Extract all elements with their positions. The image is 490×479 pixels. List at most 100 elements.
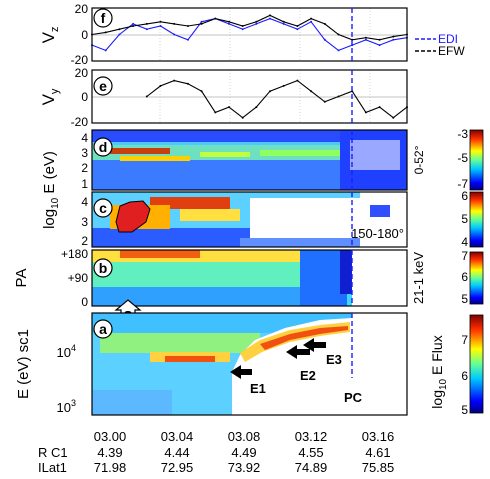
panel-f: f 20 0 -20 Vz EDI EFW <box>39 2 465 67</box>
e3-label: E3 <box>326 352 342 367</box>
legend-edi-label: EDI <box>438 32 458 46</box>
panel-e-series-0-point <box>241 116 244 119</box>
e1-arrow <box>230 365 252 379</box>
panel-f-series-0-point <box>392 38 395 41</box>
row-label-rc1: R C1 <box>38 445 68 460</box>
panel-b-letter: b <box>99 260 108 276</box>
panel-c-ytick-2: 2 <box>81 234 88 248</box>
rc1-value-2: 4.49 <box>231 445 256 460</box>
panel-f-lines <box>91 14 408 52</box>
panel-b: b +180 +90 0 PA 21-1 keV 7 6 5 <box>13 247 484 309</box>
panel-f-series-1-point <box>378 38 381 41</box>
panel-f-ytick-2: -20 <box>71 53 89 67</box>
panel-f-series-0-point <box>282 22 285 25</box>
panel-f-series-1-point <box>200 22 203 25</box>
rc1-value-0: 4.39 <box>97 445 122 460</box>
panel-e-series-0-point <box>255 106 258 109</box>
ilat-value-0: 71.98 <box>94 460 127 475</box>
panel-e-series-0-point <box>378 106 381 109</box>
ilat-value-1: 72.95 <box>161 460 194 475</box>
panel-c-ylabel: log10 E (eV) <box>41 151 61 229</box>
panel-c-letter: c <box>99 200 107 216</box>
panel-c-badge <box>93 198 113 218</box>
colorbar-b <box>469 251 484 305</box>
panel-f-series-edi-line <box>91 18 408 52</box>
panel-f-series-0-point <box>132 22 135 25</box>
panel-f-series-1-point <box>214 17 217 20</box>
panel-e-series-0-line <box>146 79 408 119</box>
panel-e-ytick-0: 20 <box>75 66 89 80</box>
panel-e-series-0-point <box>145 95 148 98</box>
panel-f-ytick-0: 20 <box>75 2 89 16</box>
panel-f-series-0-point <box>378 44 381 47</box>
panel-e-series-0-point <box>392 116 395 119</box>
colorbar-d-tick-2: -7 <box>457 177 468 191</box>
colorbar-b-tick-0: 7 <box>461 249 468 263</box>
colorbar-a-label: log10 E Flux <box>429 335 449 408</box>
panel-f-letter: f <box>101 10 106 26</box>
panel-e-series-0-point <box>200 90 203 93</box>
panel-b-right-label: 21-1 keV <box>411 252 426 304</box>
panel-a-spectrogram <box>92 313 407 415</box>
rc1-value-1: 4.44 <box>164 445 189 460</box>
panel-e-ytick-1: 0 <box>81 90 88 104</box>
panel-f-series-0-point <box>173 33 176 36</box>
panel-f-series-0-point <box>145 28 148 31</box>
panel-f-series-0-point <box>186 38 189 41</box>
panel-d-ytick-1: 3 <box>81 146 88 160</box>
colorbar-a-tick-2: 5 <box>461 403 468 417</box>
panel-e-ytick-2: -20 <box>71 115 89 129</box>
panel-a-ytick-0: 104 <box>57 343 76 360</box>
panel-a: a 104 103 E (eV) sc1 7 6 5 log10 E Flux … <box>15 312 484 417</box>
panel-f-series-1-point <box>186 25 189 27</box>
panel-c-region-outline <box>115 200 151 233</box>
panel-b-ytick-0: +180 <box>61 247 88 261</box>
panel-f-ytick-1: 0 <box>81 28 88 42</box>
colorbar-c-tick-1: 5 <box>461 212 468 226</box>
panel-b-spectrogram <box>92 250 407 306</box>
panel-a-ylabel: E (eV) sc1 <box>15 329 32 399</box>
panel-b-badge <box>93 258 113 278</box>
panel-d: d 4 3 2 1 0-52° -3 -5 -7 <box>81 127 484 191</box>
panel-d-ytick-2: 2 <box>81 161 88 175</box>
colorbar-d <box>469 129 484 191</box>
panel-f-badge <box>93 8 113 28</box>
panel-f-series-1-point <box>337 33 340 36</box>
panel-f-series-0-point <box>310 20 313 23</box>
panel-f-series-0-point <box>323 38 326 41</box>
rc1-value-4: 4.61 <box>365 445 390 460</box>
e2-label: E2 <box>300 368 316 383</box>
colorbar-c-tick-0: 6 <box>461 189 468 203</box>
panel-b-ylabel: PA <box>13 269 30 288</box>
panel-f-ylabel: Vz <box>39 27 61 44</box>
panel-f-series-1-point <box>118 28 121 31</box>
panel-f-series-1-point <box>132 25 135 27</box>
time-tick-2: 03.08 <box>228 429 261 444</box>
panel-f-series-0-point <box>255 22 258 25</box>
panel-a-letter: a <box>99 321 107 337</box>
panel-f-series-1-point <box>241 25 244 27</box>
panel-d-letter: d <box>99 139 108 155</box>
panel-f-series-1-point <box>228 20 230 23</box>
panel-e-series-0-point <box>269 90 271 93</box>
pc-label: PC <box>344 390 363 405</box>
panel-e-series-0-point <box>159 84 162 87</box>
panel-f-series-1-point <box>323 22 326 25</box>
panel-c: c 4 3 2 150-180° log10 E (eV) 6 5 4 <box>41 151 484 249</box>
panel-b-ytick-2: 0 <box>81 295 88 309</box>
row-label-ilat: ILat1 <box>38 460 67 475</box>
panel-f-series-0-point <box>337 49 340 52</box>
panel-e-series-0-point <box>228 106 230 109</box>
panel-f-series-1-point <box>269 14 271 17</box>
panel-e-ylabel: Vy <box>39 88 61 105</box>
panel-f-series-0-point <box>228 22 230 25</box>
panel-f-series-1-point <box>310 17 313 20</box>
ilat-value-3: 74.89 <box>295 460 328 475</box>
panel-c-ytick-1: 3 <box>81 215 88 229</box>
panel-e: e 20 0 -20 Vy <box>39 66 408 129</box>
panel-a-ytick-1: 103 <box>57 398 76 415</box>
panel-d-spectrogram <box>92 130 407 190</box>
panel-a-badge <box>93 319 113 339</box>
panel-c-ytick-0: 4 <box>81 195 88 209</box>
